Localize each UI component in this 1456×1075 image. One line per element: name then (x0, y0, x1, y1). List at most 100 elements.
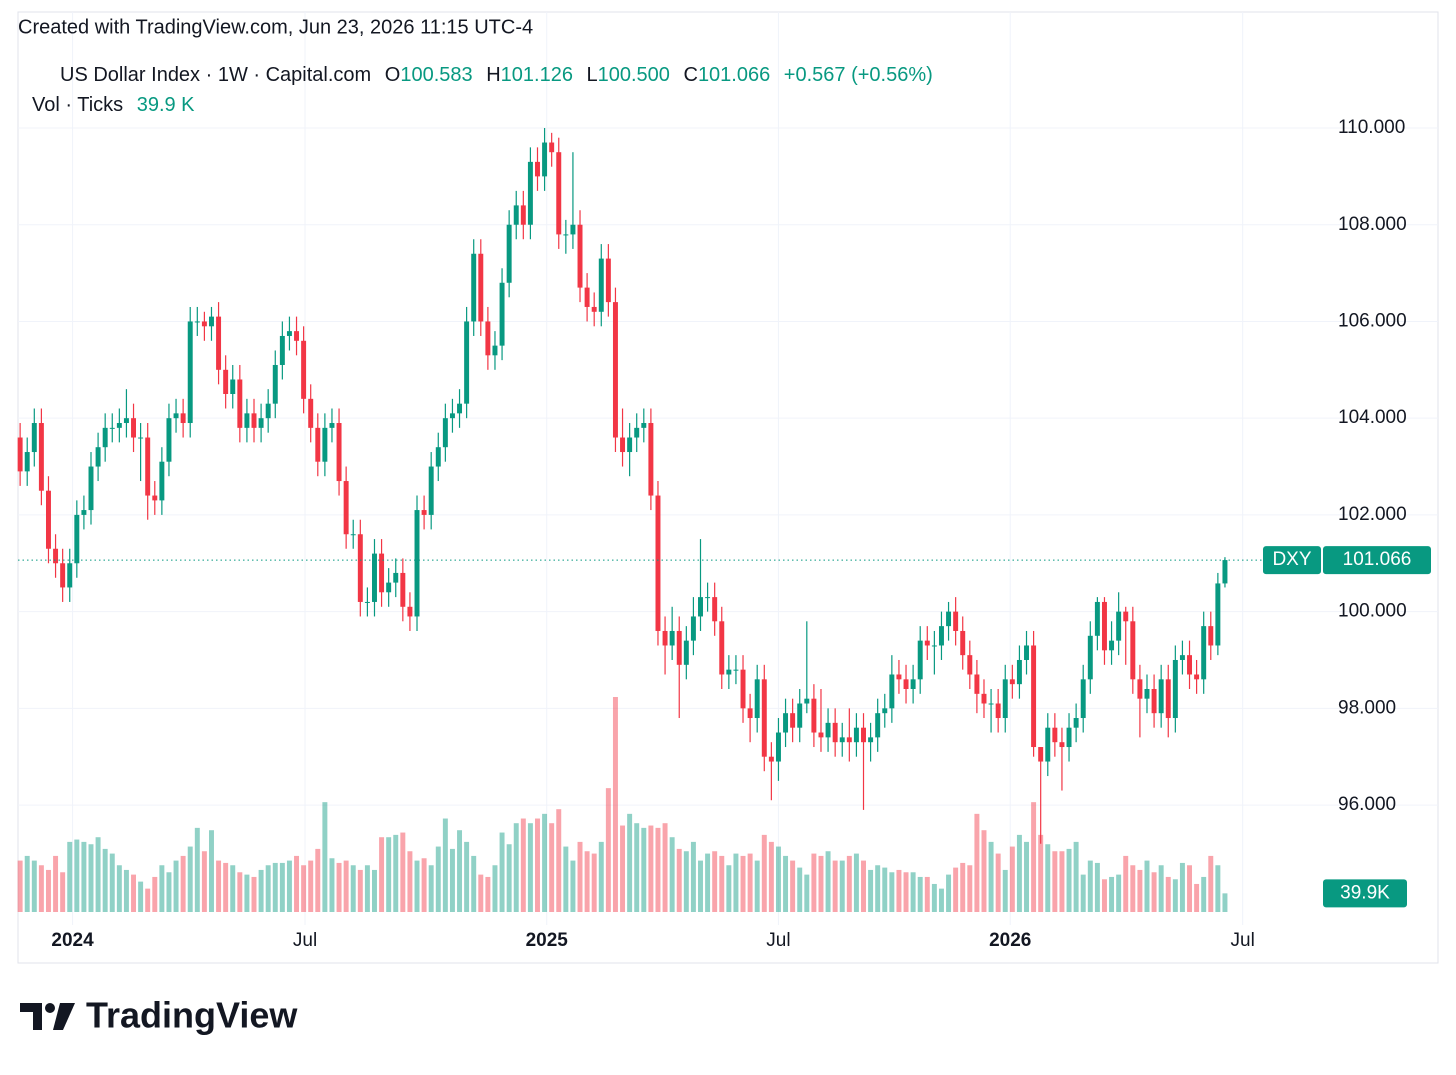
candle-body (577, 224, 583, 288)
y-tick-label: 108.000 (1338, 214, 1407, 235)
volume-bar (662, 823, 668, 912)
volume-bar (53, 855, 59, 912)
candle-body (761, 679, 767, 757)
candle-body (811, 698, 817, 733)
candle-body (790, 713, 796, 728)
x-tick-label: 2026 (989, 930, 1031, 951)
candle-body (754, 679, 760, 719)
volume-bar (329, 858, 335, 912)
candle-body (506, 224, 512, 283)
volume-bar (804, 874, 810, 912)
candle-body (379, 553, 385, 593)
candle-body (535, 161, 540, 177)
candle-body (953, 611, 959, 631)
volume-bar (1038, 834, 1044, 912)
volume-bar (584, 851, 590, 912)
volume-bar (237, 872, 243, 912)
volume-bar (882, 867, 888, 912)
candle-body (1080, 679, 1086, 719)
candle-body (265, 403, 271, 419)
volume-bar (1024, 841, 1029, 912)
candle-body (258, 418, 264, 428)
volume-bar (960, 862, 966, 912)
volume-bar (187, 846, 193, 912)
volume-bar (953, 867, 959, 912)
candle-body (294, 331, 300, 341)
volume-bar (364, 865, 370, 912)
candle-body (74, 514, 80, 564)
volume-bar (315, 848, 321, 912)
candle-body (1101, 601, 1107, 651)
candle-body (960, 630, 966, 656)
volume-bar (775, 846, 781, 912)
volume-bar (1052, 851, 1058, 912)
candle-body (400, 572, 406, 607)
candle-body (520, 205, 526, 225)
volume-bar (1201, 876, 1207, 912)
candle-body (910, 679, 916, 689)
candle-body (903, 679, 909, 689)
volume-bar (839, 860, 845, 912)
candle-body (690, 616, 696, 641)
candle-body (1158, 679, 1164, 714)
legend-c: 101.066 (698, 64, 770, 86)
volume-bar (400, 832, 406, 912)
y-tick-label: 98.000 (1338, 697, 1396, 718)
volume-bar (924, 876, 930, 912)
volume-bar (563, 846, 569, 912)
candle-body (527, 161, 533, 225)
candle-body (1208, 626, 1214, 646)
volume-bar (1016, 834, 1022, 912)
volume-bar (832, 860, 838, 912)
volume-bar (279, 862, 285, 912)
volume-bar (286, 860, 292, 912)
volume-bar (159, 865, 165, 912)
candle-body (669, 630, 675, 646)
candle-body (563, 234, 569, 236)
logo-mark (53, 1003, 75, 1030)
volume-bar (407, 851, 413, 912)
candle-body (123, 418, 129, 424)
volume-bar (1087, 860, 1093, 912)
x-tick-label: 2024 (51, 930, 94, 951)
candle-body (513, 205, 519, 225)
candle-body (67, 563, 73, 588)
volume-bar (471, 855, 477, 912)
candle-body (237, 379, 243, 428)
candle-body (853, 727, 859, 743)
candle-body (414, 510, 420, 617)
candle-body (967, 655, 973, 675)
candle-body (641, 423, 647, 428)
candle-body (421, 510, 427, 515)
legend-change: +0.567 (+0.56%) (784, 64, 933, 86)
candle-body (407, 606, 413, 617)
volume-bar (1002, 869, 1008, 912)
candle-body (598, 258, 604, 312)
volume-tag: 39.9K (1340, 882, 1390, 903)
volume-bar (641, 827, 647, 912)
volume-bar (627, 813, 633, 912)
candle-body (17, 437, 23, 472)
legend-symbol: US Dollar Index · 1W · Capital.com (60, 64, 371, 86)
legend-o-label: O (385, 64, 401, 86)
candle-body (1172, 659, 1178, 719)
y-tick-label: 100.000 (1338, 601, 1407, 622)
candle-body (1215, 583, 1221, 646)
volume-bar (705, 853, 711, 912)
volume-bar (875, 865, 881, 912)
candle-body (1031, 645, 1037, 748)
volume-bar (1123, 855, 1129, 912)
volume-bar (535, 818, 540, 912)
volume-bar (797, 867, 803, 912)
volume-bar (81, 841, 87, 912)
candle-body (386, 582, 392, 593)
volume-bar (889, 872, 895, 912)
volume-bar (1208, 855, 1214, 912)
volume-bar (513, 823, 519, 912)
volume-bar (754, 860, 760, 912)
candle-body (584, 287, 590, 307)
y-tick-label: 96.000 (1338, 794, 1396, 815)
volume-bar (31, 860, 37, 912)
y-tick-label: 110.000 (1338, 117, 1405, 138)
candle-body (995, 703, 1001, 719)
